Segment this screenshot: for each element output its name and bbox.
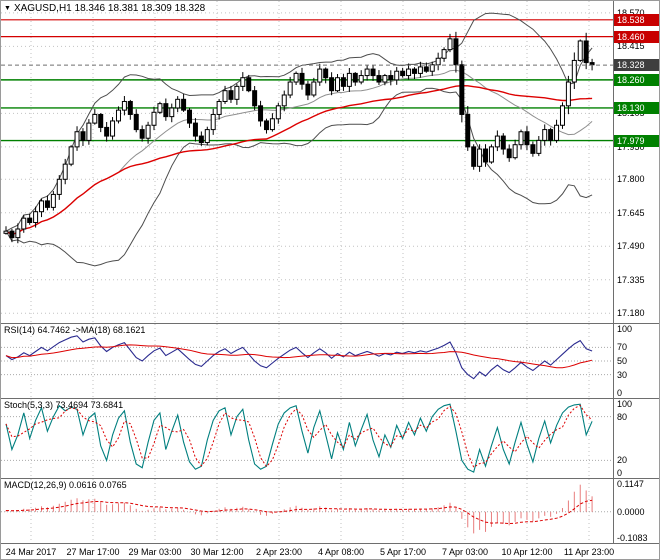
macd-canvas[interactable] xyxy=(1,479,613,543)
macd-scale-label: -0.1083 xyxy=(617,533,648,543)
macd-name: MACD(12,26,9) xyxy=(4,480,67,490)
stochastic-scale-label: 100 xyxy=(617,399,633,409)
chart-symbol-period: XAGUSD,H1 xyxy=(13,3,72,14)
time-axis-label: 30 Mar 12:00 xyxy=(190,547,244,557)
stochastic-signal-value: 73.6841 xyxy=(90,400,124,410)
price-level-badge: 18.460 xyxy=(614,30,659,43)
time-axis-label: 27 Mar 17:00 xyxy=(66,547,120,557)
rsi-scale-label: 30 xyxy=(617,369,628,380)
price-axis-label: 17.950 xyxy=(617,141,645,152)
price-level-badge: 18.328 xyxy=(614,59,659,72)
stochastic-name: Stoch(5,3,3) xyxy=(4,400,54,410)
time-axis-label: 29 Mar 03:00 xyxy=(128,547,182,557)
panel-separator[interactable] xyxy=(1,543,659,544)
macd-scale-axis[interactable]: 0.1147 0.0000 -0.1083 xyxy=(614,479,659,543)
price-axis-label: 17.800 xyxy=(617,174,645,185)
stochastic-scale-label: 0 xyxy=(617,468,623,478)
chart-title: ▼ XAGUSD,H1 18.346 18.381 18.309 18.328 xyxy=(4,3,205,14)
rsi-value: 64.7462 xyxy=(37,325,71,335)
price-axis-label: 17.490 xyxy=(617,241,645,252)
price-level-badge: 18.538 xyxy=(614,13,659,26)
rsi-scale-label: 100 xyxy=(617,324,633,334)
rsi-panel: RSI(14) 64.7462 ->MA(18) 68.1621 xyxy=(1,324,613,398)
rsi-canvas[interactable] xyxy=(1,324,613,398)
time-axis-label: 10 Apr 12:00 xyxy=(501,547,553,557)
rsi-scale-label: 50 xyxy=(617,356,628,366)
time-axis-label: 24 Mar 2017 xyxy=(5,547,57,557)
stochastic-scale-label: 20 xyxy=(617,455,628,466)
axis-separator xyxy=(613,1,614,544)
price-axis-label: 17.335 xyxy=(617,274,645,285)
price-level-badge: 18.130 xyxy=(614,101,659,114)
stochastic-value: 73.4694 xyxy=(55,400,89,410)
macd-value: 0.0616 xyxy=(69,480,97,490)
rsi-name: RSI(14) xyxy=(4,325,36,335)
macd-signal-value: 0.0765 xyxy=(99,480,127,490)
stochastic-panel: Stoch(5,3,3) 73.4694 73.6841 xyxy=(1,399,613,478)
time-axis-label: 4 Apr 08:00 xyxy=(317,547,365,557)
macd-header: MACD(12,26,9) 0.0616 0.0765 xyxy=(4,480,127,490)
main-chart-canvas[interactable] xyxy=(1,1,613,323)
stochastic-header: Stoch(5,3,3) 73.4694 73.6841 xyxy=(4,400,123,410)
chart-quotes: 18.346 18.381 18.309 18.328 xyxy=(74,3,206,14)
panel-separator[interactable] xyxy=(1,478,659,479)
time-axis[interactable]: 24 Mar 2017 27 Mar 17:00 29 Mar 03:00 30 Ma… xyxy=(1,544,659,559)
macd-scale-label: 0.1147 xyxy=(617,479,644,489)
macd-scale-label: 0.0000 xyxy=(617,506,645,517)
price-axis-label: 17.180 xyxy=(617,308,645,319)
main-chart-panel: ▼ XAGUSD,H1 18.346 18.381 18.309 18.328 xyxy=(1,1,613,323)
rsi-scale-label: 70 xyxy=(617,342,628,353)
price-axis[interactable]: 18.57018.41518.26018.10517.95017.80017.6… xyxy=(614,1,659,323)
time-axis-label: 5 Apr 17:00 xyxy=(379,547,427,557)
price-axis-label: 18.570 xyxy=(617,8,645,18)
chart-menu-icon[interactable]: ▼ xyxy=(4,5,11,12)
rsi-header: RSI(14) 64.7462 ->MA(18) 68.1621 xyxy=(4,325,145,335)
time-axis-label: 11 Apr 23:00 xyxy=(563,547,615,557)
time-axis-label: 7 Apr 03:00 xyxy=(441,547,489,557)
stochastic-scale-axis[interactable]: 100 80 20 0 xyxy=(614,399,659,478)
time-axis-label: 2 Apr 23:00 xyxy=(255,547,303,557)
price-level-badge: 17.979 xyxy=(614,134,659,147)
stochastic-canvas[interactable] xyxy=(1,399,613,478)
price-axis-label: 17.645 xyxy=(617,207,645,218)
price-axis-label: 18.415 xyxy=(617,41,645,52)
rsi-ma-value: 68.1621 xyxy=(112,325,146,335)
macd-panel: MACD(12,26,9) 0.0616 0.0765 xyxy=(1,479,613,543)
panel-separator[interactable] xyxy=(1,323,659,324)
rsi-ma-name: ->MA(18) xyxy=(72,325,111,335)
stochastic-scale-label: 80 xyxy=(617,411,628,422)
panel-separator[interactable] xyxy=(1,398,659,399)
rsi-scale-label: 0 xyxy=(617,388,623,398)
price-level-badge: 18.260 xyxy=(614,73,659,86)
rsi-scale-axis[interactable]: 100 70 50 30 0 xyxy=(614,324,659,398)
